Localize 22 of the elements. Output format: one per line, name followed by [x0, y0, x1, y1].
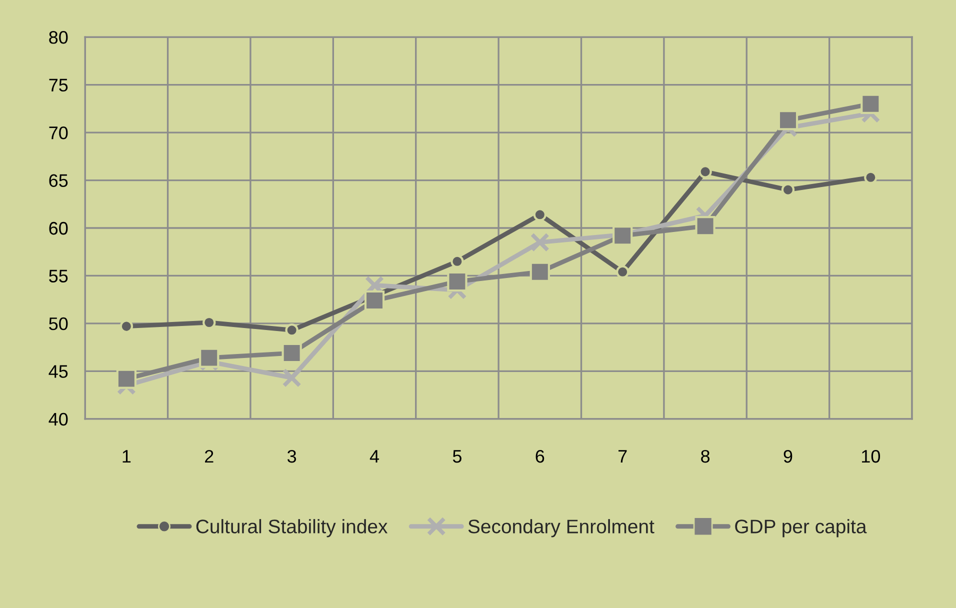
x-tick-label: 2	[205, 450, 214, 463]
x-tick-label: 10	[862, 450, 880, 463]
y-tick-label: 45	[48, 365, 68, 378]
legend-label: Secondary Enrolment	[468, 519, 654, 538]
x-tick-label: 7	[618, 450, 627, 463]
x-tick-label: 1	[122, 450, 131, 463]
x-tick-label: 5	[452, 450, 462, 463]
y-tick-label: 60	[49, 222, 68, 235]
y-tick-label: 75	[49, 78, 68, 92]
x-tick-label: 8	[701, 450, 710, 463]
y-tick-label: 80	[49, 31, 68, 44]
x-tick-label: 4	[370, 450, 380, 463]
y-tick-label: 50	[49, 317, 68, 330]
x-tick-label: 9	[784, 450, 792, 463]
x-tick-label: 3	[287, 450, 296, 463]
y-tick-label: 70	[49, 126, 68, 140]
x-tick-label: 6	[536, 450, 544, 463]
legend-label: Cultural Stability index	[196, 519, 388, 538]
y-tick-label: 65	[49, 174, 68, 187]
y-tick-label: 55	[49, 270, 68, 282]
y-tick-label: 40	[48, 412, 68, 426]
legend-label: GDP per capita	[735, 519, 867, 538]
